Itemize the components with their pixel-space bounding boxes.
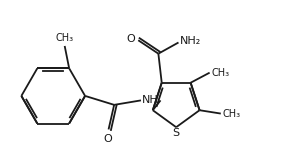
Text: O: O	[103, 134, 112, 144]
Text: NH: NH	[142, 95, 158, 105]
Text: CH₃: CH₃	[223, 109, 241, 119]
Text: CH₃: CH₃	[55, 33, 74, 43]
Text: O: O	[126, 34, 135, 44]
Text: NH₂: NH₂	[180, 36, 201, 46]
Text: CH₃: CH₃	[211, 68, 230, 78]
Text: S: S	[173, 128, 180, 138]
